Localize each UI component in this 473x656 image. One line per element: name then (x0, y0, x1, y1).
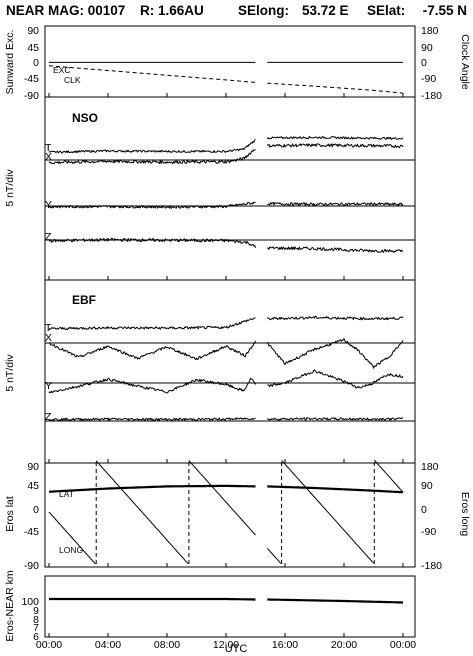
ebf-label-z: Z (45, 411, 52, 423)
clock-ytick-m180: -180 (421, 90, 442, 102)
series-ebf-z (48, 417, 404, 421)
sunward-ytick-m45: -45 (24, 73, 39, 85)
distance-ytick-6: 6 (33, 631, 39, 643)
time-tick-label: 04:00 (95, 639, 121, 651)
legend-lat: LAT (59, 489, 74, 499)
series-distance (48, 597, 404, 604)
ebf-title: EBF (72, 293, 96, 307)
ebf-axis-label: 5 nT/div (4, 354, 16, 392)
sunward-axis-label: Sunward Exc. (4, 30, 16, 95)
eros-long-ytick-m90: -90 (421, 526, 436, 538)
distance-ytick-7: 7 (33, 622, 39, 634)
series-nso-y (48, 201, 404, 209)
time-tick-label: 20:00 (331, 639, 357, 651)
time-tick-label: 08:00 (154, 639, 180, 651)
title-range: R: 1.66AU (140, 3, 204, 18)
panel-distance-frame (44, 575, 416, 638)
eros-long-ytick-0: 0 (421, 504, 427, 516)
clock-ytick-90: 90 (421, 42, 433, 54)
series-eros-lat (48, 484, 404, 494)
sunward-ytick-m90: -90 (24, 90, 39, 102)
sunward-ytick-0: 0 (33, 57, 39, 69)
eros-long-axis-label: Eros long (459, 492, 471, 537)
series-eros-long-wrap (95, 460, 375, 564)
nso-label-z: Z (45, 231, 52, 243)
series-nso-x (48, 143, 404, 165)
time-tick-label: 00:00 (36, 639, 62, 651)
series-nso-z (48, 237, 404, 253)
series-ebf-y (48, 369, 404, 394)
eros-ytick-90: 90 (27, 461, 39, 473)
eros-long-ytick-90: 90 (421, 480, 433, 492)
ebf-label-t: T (45, 322, 52, 334)
eros-ytick-m45: -45 (24, 526, 39, 538)
sunward-ytick-90: 90 (27, 25, 39, 37)
sunward-ytick-45: 45 (27, 42, 39, 54)
series-nso-t (48, 136, 404, 154)
eros-long-ytick-180: 180 (421, 461, 439, 473)
clock-ytick-m90: -90 (421, 73, 436, 85)
title-selat-label: SElat: (367, 3, 405, 18)
time-tick-label: 12:00 (213, 639, 239, 651)
eros-long-ytick-m180: -180 (421, 560, 442, 572)
series-eros-long (48, 459, 404, 565)
eros-lat-axis-label: Eros lat (4, 496, 16, 532)
series-ebf-x (48, 338, 404, 369)
panel-ebf-frame (44, 279, 416, 464)
nso-label-y: Y (45, 199, 52, 211)
time-axis-label: UTC (225, 643, 248, 655)
time-tick-label: 00:00 (390, 639, 416, 651)
legend-clk: CLK (64, 75, 81, 85)
title-mission: NEAR MAG: 00107 (6, 3, 125, 18)
nso-label-x: X (45, 151, 52, 163)
series-ebf-t (48, 315, 404, 331)
panel-sunward-frame (44, 25, 416, 98)
eros-ytick-0: 0 (33, 504, 39, 516)
ebf-label-y: Y (45, 380, 52, 392)
eros-ytick-45: 45 (27, 480, 39, 492)
title-selong-value: 53.72 E (302, 3, 349, 18)
legend-long: LONG (59, 545, 83, 555)
distance-ytick-100: 100 (21, 596, 39, 608)
ebf-label-x: X (45, 332, 52, 344)
eros-ytick-m90: -90 (24, 560, 39, 572)
clock-ytick-0: 0 (421, 57, 427, 69)
series-clk (49, 65, 404, 94)
panel-eros-frame (44, 462, 416, 568)
time-tick-label: 16:00 (272, 639, 298, 651)
clock-ytick-180: 180 (421, 25, 439, 37)
clock-axis-label: Clock Angle (459, 34, 471, 90)
nso-label-t: T (45, 142, 52, 154)
panel-nso-frame (44, 96, 416, 281)
distance-axis-label: Eros-NEAR km (4, 570, 16, 641)
distance-ytick-8: 8 (33, 614, 39, 626)
time-axis: 00:00 04:00 08:00 12:00 16:00 20:00 00:00 (36, 93, 416, 651)
legend-exc: EXC (53, 65, 70, 75)
nso-axis-label: 5 nT/div (4, 169, 16, 207)
title-selat-value: -7.55 N (423, 3, 467, 18)
nso-title: NSO (72, 111, 98, 125)
title-selong-label: SElong: (238, 3, 289, 18)
distance-ytick-9: 9 (33, 605, 39, 617)
